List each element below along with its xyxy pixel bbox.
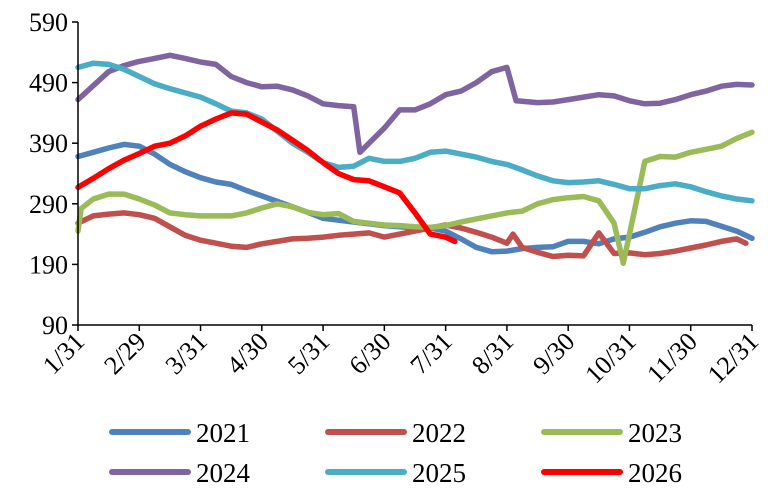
series-layer (75, 52, 755, 266)
x-tick-label: 12/31 (702, 327, 764, 389)
x-tick-label: 3/31 (160, 327, 213, 380)
x-tick-label: 11/30 (641, 327, 703, 389)
x-tick-label: 9/30 (527, 327, 580, 380)
x-tick-label: 4/30 (221, 327, 274, 380)
legend-label-2023: 2023 (628, 418, 682, 448)
legend-label-2022: 2022 (412, 418, 466, 448)
y-tick-label: 290 (29, 190, 68, 219)
y-tick-label: 90 (42, 311, 68, 340)
legend-label-2026: 2026 (628, 458, 682, 488)
legend-label-2021: 2021 (196, 418, 250, 448)
y-tick-label: 490 (29, 69, 68, 98)
series-line-2024 (75, 52, 755, 156)
y-tick-label: 390 (29, 129, 68, 158)
x-tick-label: 5/31 (282, 327, 335, 380)
x-tick-label: 8/31 (466, 327, 519, 380)
x-tick-label: 6/30 (343, 327, 396, 380)
x-tick-label: 2/29 (98, 327, 151, 380)
x-tick-label: 7/31 (405, 327, 458, 380)
legend-label-2025: 2025 (412, 458, 466, 488)
x-tick-label: 10/31 (579, 327, 641, 389)
legend-label-2024: 2024 (196, 458, 251, 488)
series-line-2023 (75, 129, 755, 266)
y-tick-label: 590 (29, 8, 68, 37)
y-tick-label: 190 (29, 250, 68, 279)
series-line-2026 (75, 110, 458, 245)
legend: 2021 2022 2023 2024 2025 2026 (109, 418, 682, 488)
series-line-2025 (75, 60, 755, 204)
